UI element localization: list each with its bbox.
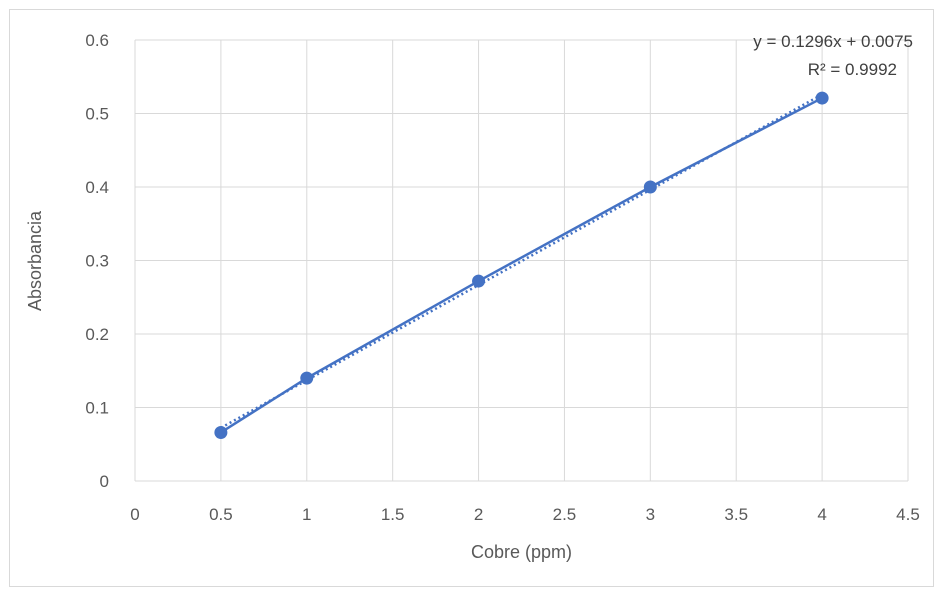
y-tick-label: 0.1 <box>85 399 109 418</box>
y-tick-label: 0.4 <box>85 178 109 197</box>
trendline-equation: y = 0.1296x + 0.0075 <box>753 32 913 51</box>
x-tick-label: 4 <box>817 505 826 524</box>
y-tick-label: 0 <box>100 472 109 491</box>
y-tick-label: 0.3 <box>85 252 109 271</box>
y-tick-label: 0.6 <box>85 31 109 50</box>
data-point <box>472 274 486 288</box>
x-tick-label: 3.5 <box>724 505 748 524</box>
chart-frame <box>9 9 934 587</box>
y-tick-label: 0.5 <box>85 105 109 124</box>
x-tick-label: 4.5 <box>896 505 920 524</box>
x-tick-label: 3 <box>646 505 655 524</box>
x-tick-label: 1.5 <box>381 505 405 524</box>
gridlines <box>134 39 909 482</box>
y-axis-label: Absorbancia <box>25 210 45 311</box>
data-series <box>214 91 829 439</box>
x-tick-label: 2.5 <box>553 505 577 524</box>
data-point <box>643 180 657 194</box>
trendline-r-squared: R² = 0.9992 <box>808 60 897 79</box>
x-tick-label: 0 <box>130 505 139 524</box>
y-tick-label: 0.2 <box>85 325 109 344</box>
x-tick-label: 2 <box>474 505 483 524</box>
tick-labels: 0 0.5 1 1.5 2 2.5 3 3.5 4 4.5 0 0.1 0.2 0.3 0.4 0.5 0.6 <box>85 31 919 524</box>
x-tick-label: 1 <box>302 505 311 524</box>
x-axis-label: Cobre (ppm) <box>471 542 572 562</box>
data-point <box>300 371 314 385</box>
data-point <box>214 425 228 439</box>
data-point <box>815 91 829 105</box>
x-tick-label: 0.5 <box>209 505 233 524</box>
